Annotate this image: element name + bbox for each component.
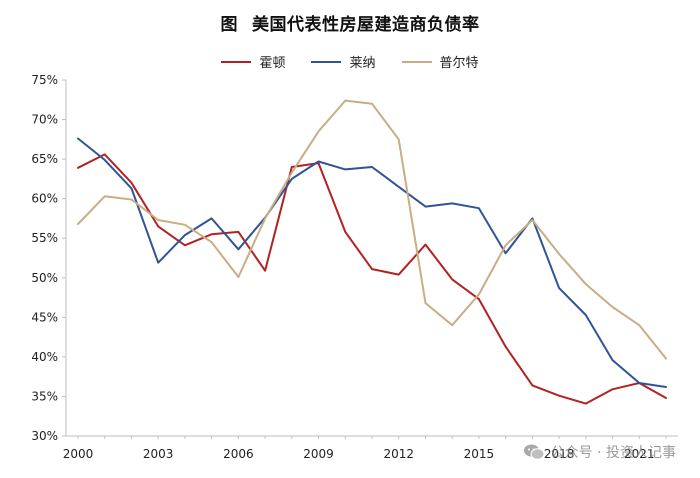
watermark: 公众号 · 投资人记事 — [523, 442, 676, 462]
x-tick-label: 2012 — [383, 447, 414, 461]
legend-item-lennar: 莱纳 — [311, 52, 376, 71]
y-tick-label: 40% — [31, 350, 58, 364]
x-tick-label: 2021 — [624, 447, 655, 461]
y-tick-label: 45% — [31, 310, 58, 324]
legend-item-hovnanian: 霍顿 — [221, 52, 285, 71]
x-tick-label: 2003 — [143, 447, 174, 461]
y-tick-label: 35% — [31, 389, 58, 403]
chart-title: 图美国代表性房屋建造商负债率 — [0, 10, 700, 35]
series-line-pulte — [77, 99, 667, 360]
legend-swatch-lennar — [311, 60, 342, 63]
y-tick-label: 65% — [31, 152, 58, 166]
legend: 霍顿 莱纳 普尔特 — [0, 52, 700, 71]
legend-item-pulte: 普尔特 — [401, 52, 479, 71]
x-tick-label: 2006 — [223, 447, 254, 461]
legend-label-pulte: 普尔特 — [439, 56, 479, 71]
wechat-icon — [523, 444, 545, 460]
x-tick-label: 2000 — [63, 447, 94, 461]
legend-swatch-pulte — [401, 60, 432, 63]
figure-label: 图 — [220, 15, 238, 35]
chart-title-text: 美国代表性房屋建造商负债率 — [252, 15, 480, 35]
legend-swatch-hovnanian — [221, 60, 252, 63]
y-tick-label: 75% — [31, 73, 58, 87]
y-tick-label: 70% — [31, 113, 58, 127]
series-line-hovnanian — [77, 153, 667, 405]
watermark-text: 公众号 · 投资人记事 — [550, 445, 676, 461]
x-tick-label: 2018 — [544, 447, 575, 461]
x-tick-label: 2009 — [303, 447, 334, 461]
y-tick-label: 55% — [31, 231, 58, 245]
y-tick-label: 30% — [31, 429, 58, 443]
legend-label-lennar: 莱纳 — [349, 56, 376, 71]
series-line-lennar — [77, 137, 667, 388]
x-tick-label: 2015 — [464, 447, 495, 461]
y-tick-label: 50% — [31, 271, 58, 285]
legend-label-hovnanian: 霍顿 — [259, 56, 286, 71]
y-tick-label: 60% — [31, 192, 58, 206]
